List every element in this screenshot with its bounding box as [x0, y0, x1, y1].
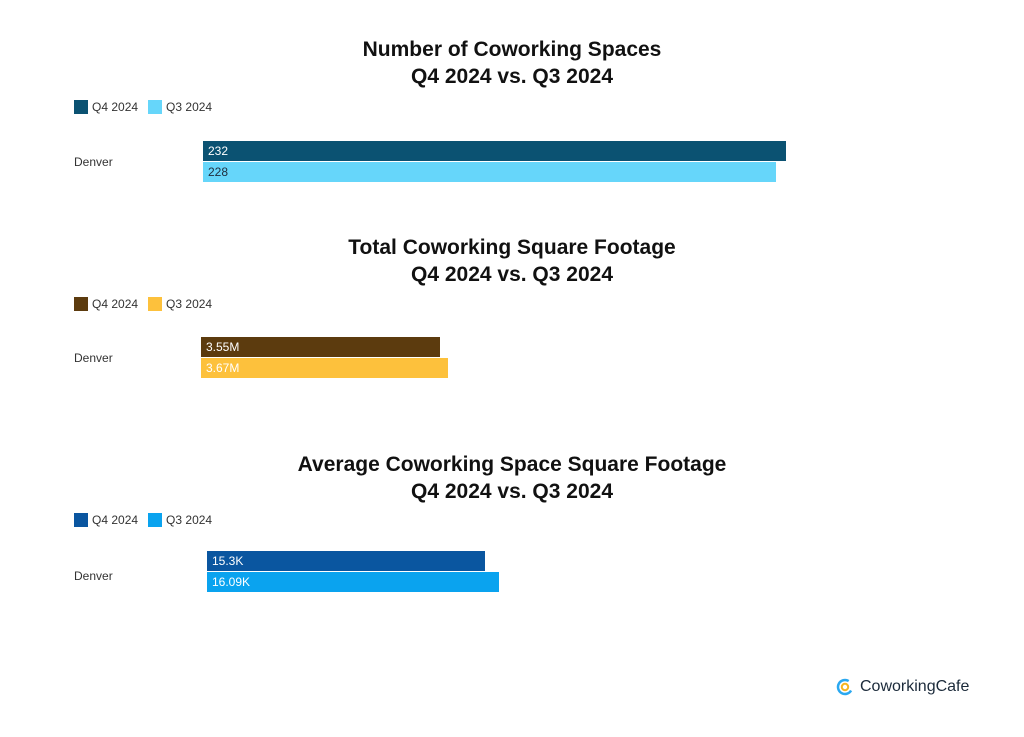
bar-q4-denver: 232	[203, 141, 786, 161]
legend-swatch-q3	[148, 100, 163, 114]
legend-item-q4: Q4 2024	[74, 513, 138, 527]
bar-q3-denver: 228	[203, 162, 776, 182]
legend-label-q3: Q3 2024	[166, 297, 213, 311]
coworkingcafe-logo-icon	[836, 678, 854, 696]
legend-swatch-q4	[74, 297, 88, 311]
legend: Q4 2024 Q3 2024	[74, 100, 222, 114]
legend-label-q4: Q4 2024	[92, 297, 139, 311]
bar-q3-denver: 16.09K	[207, 572, 499, 592]
bar-q3-denver: 3.67M	[201, 358, 448, 378]
bar-q4-denver: 3.55M	[201, 337, 440, 357]
chart-title: Total Coworking Square Footage Q4 2024 v…	[0, 234, 1024, 288]
legend-label-q4: Q4 2024	[92, 513, 139, 527]
category-label: Denver	[74, 351, 113, 365]
legend-item-q3: Q3 2024	[148, 100, 212, 114]
bar-q4-denver: 15.3K	[207, 551, 485, 571]
legend-label-q3: Q3 2024	[166, 513, 213, 527]
chart-subtitle: Q4 2024 vs. Q3 2024	[411, 480, 613, 503]
legend-item-q4: Q4 2024	[74, 297, 138, 311]
legend-item-q3: Q3 2024	[148, 297, 212, 311]
legend-swatch-q3	[148, 297, 163, 311]
legend-label-q3: Q3 2024	[166, 100, 213, 114]
legend: Q4 2024 Q3 2024	[74, 297, 222, 311]
legend-swatch-q4	[74, 100, 88, 114]
chart-title: Average Coworking Space Square Footage Q…	[0, 451, 1024, 505]
chart-title-main: Average Coworking Space Square Footage	[297, 453, 727, 476]
chart-title-main: Total Coworking Square Footage	[348, 236, 676, 259]
legend-swatch-q3	[148, 513, 163, 527]
legend-swatch-q4	[74, 513, 88, 527]
chart-subtitle: Q4 2024 vs. Q3 2024	[411, 263, 613, 286]
chart-subtitle: Q4 2024 vs. Q3 2024	[411, 65, 613, 88]
brand-logo: CoworkingCafe	[836, 678, 969, 696]
legend: Q4 2024 Q3 2024	[74, 513, 222, 527]
brand-name: CoworkingCafe	[860, 678, 970, 695]
category-label: Denver	[74, 155, 113, 169]
legend-label-q4: Q4 2024	[92, 100, 139, 114]
category-label: Denver	[74, 569, 113, 583]
chart-title: Number of Coworking Spaces Q4 2024 vs. Q…	[0, 36, 1024, 90]
legend-item-q4: Q4 2024	[74, 100, 138, 114]
legend-item-q3: Q3 2024	[148, 513, 212, 527]
chart-title-main: Number of Coworking Spaces	[362, 38, 662, 61]
